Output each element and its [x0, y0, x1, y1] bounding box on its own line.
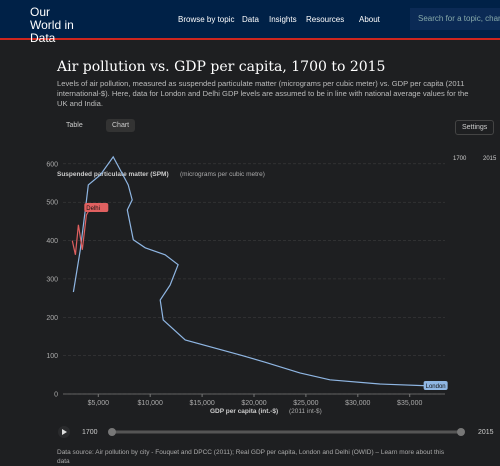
timeline-handle[interactable] [457, 428, 465, 436]
series-line [72, 155, 430, 387]
y-tick-label: 200 [46, 315, 58, 322]
series-label-bg [84, 202, 109, 212]
chart: Suspended particulate matter (SPM) (micr… [46, 155, 497, 438]
series-label: Delhi [86, 206, 100, 212]
nav-link[interactable]: Browse by topic [178, 15, 235, 24]
x-tick-label: $5,000 [88, 400, 110, 407]
series-label-bg [423, 380, 448, 390]
legend-start: 1700 [453, 156, 467, 162]
series-line [71, 207, 91, 255]
y-axis-label: Suspended particulate matter (SPM) [57, 171, 169, 178]
chart-title: Air pollution vs. GDP per capita, 1700 t… [57, 59, 386, 75]
y-tick-label: 600 [46, 161, 58, 168]
settings-button[interactable]: Settings [455, 120, 495, 135]
x-axis-label: GDP per capita (int.-$) [210, 408, 278, 415]
y-tick-label: 400 [46, 238, 58, 245]
tab[interactable]: Chart [106, 119, 136, 132]
x-tick-label: $10,000 [138, 400, 163, 407]
y-axis-unit: (micrograms per cubic metre) [180, 171, 265, 178]
timeline-handle[interactable] [108, 428, 116, 436]
nav-link[interactable]: Insights [269, 15, 297, 24]
x-axis-unit: (2011 int-$) [289, 408, 322, 415]
y-tick-label: 100 [46, 353, 58, 360]
timeline-start: 1700 [82, 429, 98, 436]
nav-link[interactable]: About [359, 15, 380, 24]
x-tick-label: $35,000 [397, 400, 422, 407]
y-tick-label: 0 [54, 392, 58, 399]
nav-link[interactable]: Data [242, 15, 259, 24]
logo[interactable]: Our World in Data [30, 5, 74, 45]
x-tick-label: $20,000 [241, 400, 266, 407]
nav-link[interactable]: Resources [306, 15, 345, 24]
legend-end: 2015 [483, 156, 497, 162]
chart-subtitle: Levels of air pollution, measured as sus… [57, 79, 469, 108]
nav-bar: Our World in Data Browse by topic Data I… [0, 0, 500, 45]
tab[interactable]: Table [66, 122, 83, 129]
series-label: London [426, 384, 446, 390]
y-tick-label: 300 [46, 276, 58, 283]
y-tick-label: 500 [46, 200, 58, 207]
x-tick-label: $15,000 [189, 400, 214, 407]
source-note: Data source: Air pollution by city - Fou… [57, 449, 445, 465]
timeline-end: 2015 [478, 429, 494, 436]
x-tick-label: $25,000 [293, 400, 318, 407]
play-icon [62, 429, 67, 435]
search-box[interactable]: Search for a topic, chart, or [410, 8, 500, 30]
x-tick-label: $30,000 [345, 400, 370, 407]
